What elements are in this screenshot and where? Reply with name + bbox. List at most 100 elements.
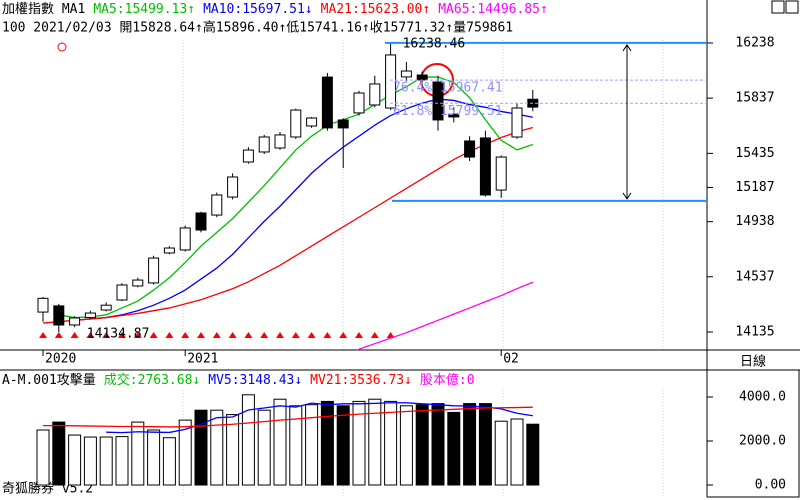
volume-bar [289,405,303,486]
ma-line [43,406,533,428]
legend-entry: MV21:3536.73↓ [310,373,412,388]
fib-level-label: 61.8% 15799.51 [393,104,503,119]
volume-bar [210,409,224,486]
candle-body [495,156,507,191]
low-annotation: 14134.87 [87,327,150,342]
legend-entry: MA65:14496.85↑ [438,2,548,17]
candle-body [69,317,81,326]
volume-bar [478,403,492,486]
volume-bar [463,403,477,486]
candle-body [116,284,128,301]
candle-body [195,212,207,231]
volume-bar [52,421,66,486]
candle-body [37,297,49,313]
chart-title: A-M.001攻擊量 [2,372,96,388]
signal-triangle [307,332,316,338]
price-header: 加權指數 MA1 MA5:15499.13↑ MA10:15697.51↓ MA21:… [2,2,548,17]
signal-triangle [165,332,174,338]
signal-triangle [133,332,142,338]
volume-bar [194,409,208,486]
volume-bar [83,436,97,486]
scroll-button[interactable] [771,0,785,14]
period-label[interactable]: 日線 [740,354,766,370]
y-tick-label: 16238 [735,35,774,50]
signal-triangle [102,332,111,338]
signal-triangle [212,332,221,338]
signal-triangle [228,332,237,338]
signal-triangle [291,332,300,338]
scroll-button[interactable] [785,0,799,14]
candle-body [53,305,65,326]
volume-bar [305,404,319,486]
ma-line [42,126,533,324]
candle-body [258,136,270,153]
candle-body [211,194,223,216]
volume-bar [384,400,398,486]
signal-triangle [386,332,395,338]
ma-line [74,98,533,321]
volume-bar [431,403,445,486]
arrow-head [622,44,632,200]
volume-bar [162,437,176,486]
candle-body [132,279,144,287]
candle-body [148,257,160,284]
candle-body [179,227,191,251]
volume-bar [36,429,50,486]
volume-bar [178,419,192,486]
candle-body [227,176,239,198]
volume-bar [257,409,271,486]
y-tick-label: 4000.0 [739,389,786,404]
volume-bar [68,434,82,486]
legend-entry: MA10:15697.51↓ [203,2,313,17]
signal-triangle [149,332,158,338]
candle-body [511,107,523,138]
signal-triangle [244,332,253,338]
volume-bar [147,429,161,486]
chart-title: 加權指數 MA1 [2,2,85,17]
high-annotation: 16238.46 [403,36,466,51]
candle-body [100,304,112,311]
signal-triangle [118,332,126,338]
vertical-grid [182,40,664,497]
volume-bar [115,436,129,486]
window-buttons [771,0,799,14]
x-tick-label: 2020 [45,352,76,367]
signal-triangle [355,332,363,338]
legend-entry: 成交:2763.68↓ [104,372,200,388]
signal-triangle [260,332,269,338]
y-tick-label: 15435 [735,146,774,161]
volume-bar [415,404,429,486]
volume-bar [99,436,113,486]
ma-line [58,76,534,319]
volume-bar [320,400,334,486]
candle-body [464,140,476,158]
candle-body [274,134,286,149]
signal-triangle [181,332,190,338]
candle-body [353,92,365,114]
candle-body [163,247,175,254]
x-tick-label: 2021 [187,352,218,367]
capital-text: 股本億:0 [420,372,475,388]
x-tick-label: 02 [503,352,519,367]
candle-body [416,74,428,81]
volume-bar [336,405,350,486]
y-tick-label: 0.00 [755,478,786,493]
signal-triangle [86,332,95,338]
volume-bar [368,398,382,486]
volume-bar [273,398,287,486]
signal-triangle [339,332,348,338]
fib-level-label: 76.4% 15967.41 [393,81,503,96]
volume-bar [494,420,508,486]
volume-axis-box [706,369,800,498]
signal-triangle [39,332,47,338]
y-tick-label: 14938 [735,214,774,229]
signal-triangle [54,332,63,338]
volume-bar [241,394,255,486]
y-tick-label: 15837 [735,91,774,106]
quote-line: 100 2021/02/03 開15828.64↑高15896.40↑低1574… [2,20,513,36]
y-tick-label: 14135 [735,324,774,339]
candle-body [369,83,381,106]
volume-bar [447,411,461,486]
